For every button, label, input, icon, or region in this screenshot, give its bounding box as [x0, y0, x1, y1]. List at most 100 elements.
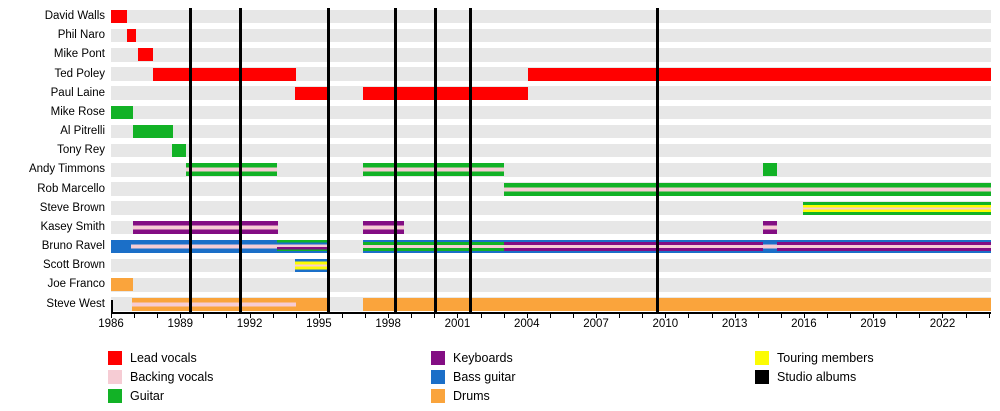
- legend-label: Guitar: [130, 389, 165, 403]
- album-line: [434, 8, 437, 312]
- row-band: [111, 201, 991, 215]
- legend-label: Lead vocals: [130, 351, 197, 365]
- legend-label: Touring members: [777, 351, 874, 365]
- tick-label: 2016: [791, 318, 817, 330]
- axis-tick: [480, 313, 482, 318]
- axis-tick: [850, 313, 852, 318]
- axis-tick: [365, 313, 367, 318]
- axis-tick: [734, 313, 736, 318]
- album-line: [468, 8, 472, 312]
- tick-label: 2004: [513, 318, 540, 330]
- timeline-bar: [127, 29, 137, 43]
- album-line: [655, 8, 659, 312]
- axis-tick: [665, 313, 667, 318]
- legend-swatch-touring: [755, 351, 769, 365]
- axis-tick: [134, 313, 136, 318]
- axis-tick: [803, 313, 805, 318]
- timeline-bar: [763, 240, 778, 254]
- tick-label: 2022: [929, 318, 956, 330]
- member-label: Steve West: [46, 297, 105, 310]
- member-label: Tony Rey: [57, 144, 105, 157]
- timeline-bar: [111, 278, 133, 292]
- axis-tick: [526, 313, 528, 318]
- axis-tick: [757, 313, 759, 318]
- axis-tick: [272, 313, 274, 318]
- legend-swatch-drums: [431, 389, 445, 403]
- timeline-bar: [362, 297, 991, 311]
- tick-label: 1995: [306, 318, 332, 330]
- member-label: Paul Laine: [50, 86, 105, 99]
- legend-swatch-backing_vocals: [108, 370, 122, 384]
- tick-label: 2013: [721, 318, 748, 330]
- timeline-bar: [131, 297, 296, 311]
- legend-label: Keyboards: [453, 351, 513, 365]
- axis-tick: [619, 313, 621, 318]
- album-line: [393, 8, 397, 312]
- timeline-bar: [362, 163, 504, 177]
- timeline-bar: [763, 163, 778, 177]
- axis-tick: [203, 313, 205, 318]
- axis-tick: [111, 313, 112, 318]
- timeline-bar: [362, 240, 504, 254]
- tick-label: 1992: [236, 318, 263, 330]
- row-band: [111, 258, 991, 273]
- timeline-bar: [777, 240, 991, 254]
- timeline-bar: [111, 105, 133, 119]
- axis-tick: [249, 313, 251, 318]
- legend-swatch-bass: [431, 370, 445, 384]
- tick-label: 2010: [652, 318, 679, 330]
- album-line: [189, 8, 193, 312]
- axis-tick: [434, 313, 436, 318]
- axis-tick: [180, 313, 182, 318]
- legend-swatch-guitar: [108, 389, 122, 403]
- row-band: [111, 105, 991, 120]
- tick-label: 1986: [98, 318, 124, 330]
- axis-tick: [965, 313, 967, 318]
- tick-label: 1998: [375, 318, 401, 330]
- tick-label: 2001: [444, 318, 471, 330]
- member-label: Bruno Ravel: [41, 240, 105, 253]
- member-label: Andy Timmons: [28, 163, 105, 176]
- legend-swatch-keyboards: [431, 351, 445, 365]
- timeline-bar: [295, 297, 330, 311]
- axis-tick: [688, 313, 690, 318]
- timeline-bar: [137, 48, 153, 62]
- legend-label: Bass guitar: [453, 370, 516, 384]
- legend-label: Studio albums: [777, 370, 857, 384]
- axis-tick: [318, 313, 320, 318]
- tick-label: 2007: [583, 318, 609, 330]
- axis-tick: [388, 313, 390, 318]
- member-label: Mike Rose: [50, 105, 105, 118]
- row-band: [111, 86, 991, 100]
- axis-tick: [873, 313, 875, 318]
- axis-tick: [919, 313, 921, 318]
- timeline-bar: [152, 67, 296, 81]
- legend-label: Drums: [453, 389, 490, 403]
- row-band: [111, 9, 991, 24]
- tick-label: 1989: [167, 318, 194, 330]
- row-band: [111, 143, 991, 158]
- timeline-bar: [802, 201, 991, 215]
- legend-swatch-albums: [755, 370, 769, 384]
- member-label: Kasey Smith: [40, 220, 105, 233]
- row-band: [111, 278, 991, 292]
- timeline-bar: [132, 125, 173, 139]
- member-label: Mike Pont: [53, 48, 105, 61]
- timeline-bar: [111, 10, 128, 23]
- tick-label: 2019: [860, 318, 886, 330]
- member-label: Al Pitrelli: [60, 125, 105, 138]
- timeline-bar: [503, 240, 764, 254]
- member-label: Steve Brown: [39, 201, 105, 214]
- axis-tick: [780, 313, 782, 318]
- album-line: [326, 8, 330, 312]
- axis-tick: [295, 313, 297, 318]
- axis-tick: [896, 313, 898, 318]
- axis-tick: [341, 313, 343, 318]
- axis-tick: [226, 313, 228, 318]
- axis-tick: [827, 313, 828, 318]
- axis-tick: [642, 313, 644, 318]
- row-band: [111, 28, 991, 43]
